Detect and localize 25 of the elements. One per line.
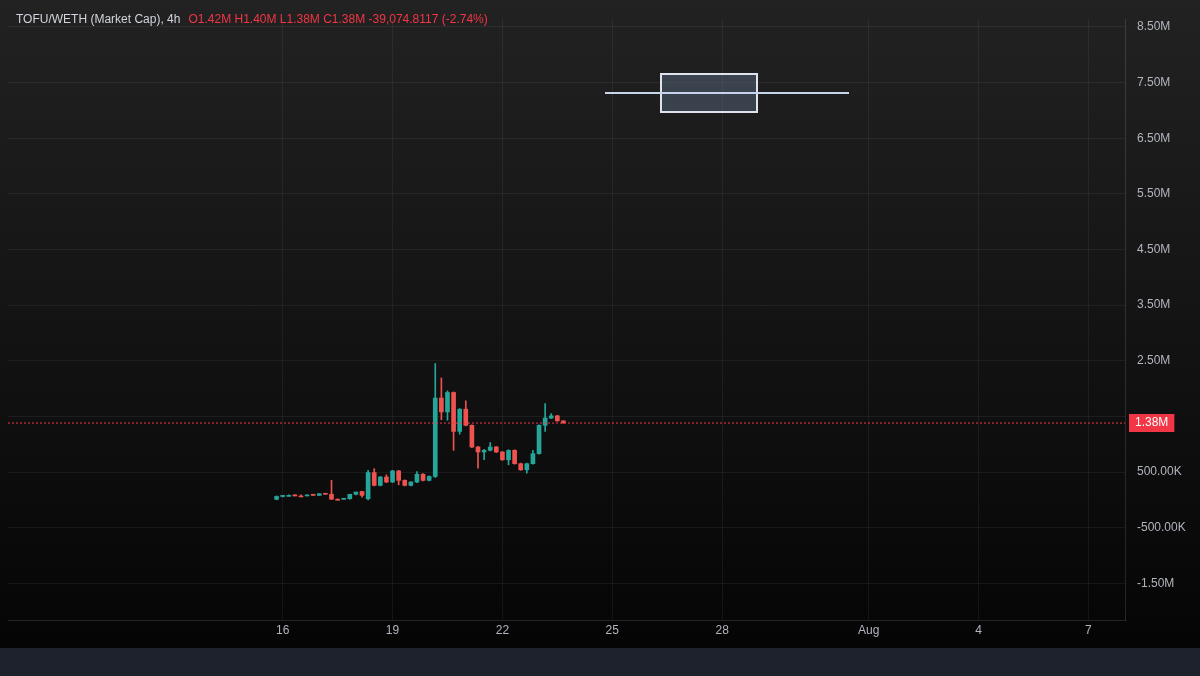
y-tick-label: 3.50M (1137, 297, 1171, 312)
x-tick-label: 28 (715, 622, 730, 637)
candlestick (469, 424, 475, 448)
y-tick-label: 5.50M (1137, 186, 1171, 201)
candlestick (316, 493, 322, 496)
x-tick-label: 4 (975, 622, 983, 637)
y-tick-label: -1.50M (1137, 575, 1175, 590)
candlestick (493, 446, 499, 453)
y-tick-label: 2.50M (1137, 353, 1171, 368)
y-tick-label: 6.50M (1137, 130, 1171, 145)
y-tick-label: -500.00K (1137, 519, 1186, 534)
x-tick-label: 22 (495, 622, 510, 637)
candlestick (310, 493, 316, 496)
ref-line-label: 1.38M (1135, 415, 1169, 430)
y-tick-label: 8.50M (1137, 19, 1171, 34)
x-tick-label: 19 (385, 622, 400, 637)
x-tick-label: 16 (275, 622, 290, 637)
chart-title: TOFU/WETH (Market Cap), 4h (16, 12, 181, 26)
y-tick-label: 4.50M (1137, 241, 1171, 256)
x-tick-label: 25 (605, 622, 620, 637)
x-tick-label: Aug (857, 622, 880, 637)
annotation: O1.42M H1.40M L1.38M C1.38M -39,074.8117 (-2.74%) (188, 12, 488, 26)
y-tick-label: 500.00K (1137, 464, 1182, 479)
x-tick-label: 7 (1085, 622, 1093, 637)
y-tick-label: 7.50M (1137, 74, 1171, 89)
